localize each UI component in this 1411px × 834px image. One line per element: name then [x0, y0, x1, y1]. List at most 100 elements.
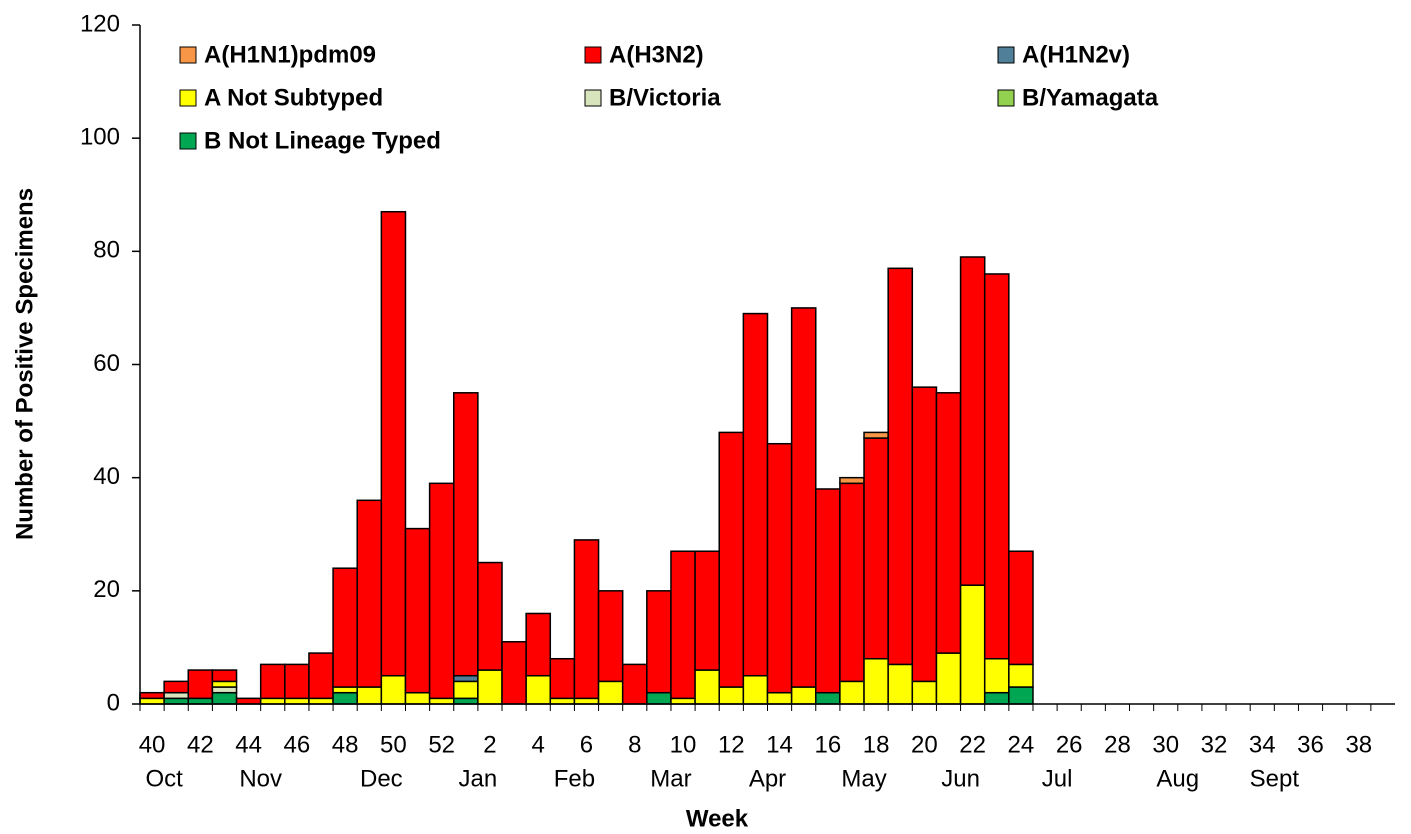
- legend-swatch: [997, 46, 1015, 64]
- bar-segment: [839, 482, 865, 683]
- y-tick-label: 0: [107, 689, 120, 716]
- bar-segment: [694, 550, 720, 671]
- bar-segment: [453, 392, 479, 677]
- bar-segment: [1008, 686, 1034, 705]
- bar-segment: [766, 442, 793, 694]
- legend-label: A(H3N2): [609, 41, 704, 68]
- bar-segment: [163, 697, 190, 705]
- legend-swatch: [179, 89, 197, 107]
- bar-segment: [1008, 663, 1034, 688]
- x-tick-label: 24: [1008, 731, 1035, 758]
- bar-segment: [380, 210, 407, 677]
- bar-segment: [887, 267, 914, 666]
- month-label: Aug: [1156, 765, 1199, 792]
- y-tick-label: 100: [80, 124, 120, 151]
- bar-segment: [187, 669, 214, 700]
- bar-segment: [501, 641, 527, 705]
- bar-segment: [356, 686, 383, 705]
- bar-segment: [453, 680, 479, 700]
- bar-segment: [790, 307, 817, 688]
- bar-segment: [211, 691, 238, 705]
- legend-swatch: [997, 89, 1015, 107]
- x-tick-label: 8: [628, 731, 641, 758]
- x-tick-label: 32: [1201, 731, 1228, 758]
- bar-segment: [839, 680, 865, 705]
- x-tick-label: 22: [959, 731, 986, 758]
- bar-segment: [211, 686, 238, 694]
- bar-segment: [790, 686, 817, 705]
- bar-segment: [477, 561, 503, 671]
- x-tick-label: 46: [284, 731, 311, 758]
- bar-segment: [404, 691, 431, 705]
- bar-segment: [815, 691, 841, 705]
- bar-segment: [211, 669, 238, 683]
- legend-swatch: [584, 46, 602, 64]
- x-tick-label: 30: [1152, 731, 1179, 758]
- x-tick-label: 52: [428, 731, 455, 758]
- x-tick-label: 10: [670, 731, 697, 758]
- month-label: Jan: [459, 765, 498, 792]
- bar-segment: [163, 691, 190, 700]
- bar-segment: [742, 312, 769, 677]
- bar-segment: [477, 669, 503, 705]
- legend-swatch: [179, 132, 197, 150]
- x-tick-label: 12: [718, 731, 745, 758]
- bar-segment: [863, 431, 889, 439]
- bar-segment: [646, 590, 672, 694]
- bar-segment: [356, 499, 383, 688]
- y-axis-title: Number of Positive Specimens: [11, 188, 38, 540]
- x-axis-title: Week: [686, 805, 749, 832]
- bar-segment: [549, 697, 576, 705]
- bar-segment: [453, 697, 479, 705]
- month-label: Nov: [239, 765, 282, 792]
- x-tick-label: 50: [380, 731, 407, 758]
- bar-segment: [525, 612, 552, 677]
- bar-segment: [959, 256, 986, 586]
- x-tick-label: 42: [187, 731, 214, 758]
- month-label: May: [841, 765, 886, 792]
- bar-segment: [139, 697, 165, 705]
- bar-segment: [911, 680, 938, 705]
- x-tick-label: 16: [814, 731, 841, 758]
- legend-label: A(H1N1)pdm09: [204, 41, 376, 68]
- bar-segment: [863, 437, 889, 660]
- bar-segment: [839, 476, 865, 485]
- bar-segment: [259, 663, 286, 700]
- month-label: Dec: [360, 765, 403, 792]
- legend-label: A Not Subtyped: [204, 84, 383, 111]
- bar-segment: [718, 431, 745, 688]
- bar-segment: [573, 697, 600, 705]
- month-label: Jun: [941, 765, 980, 792]
- x-tick-label: 28: [1104, 731, 1131, 758]
- bar-segment: [959, 584, 986, 705]
- legend-label: B/Yamagata: [1022, 84, 1159, 111]
- month-label: Feb: [554, 765, 595, 792]
- bar-segment: [935, 392, 962, 654]
- legend-label: B/Victoria: [609, 84, 721, 111]
- x-tick-label: 40: [139, 731, 166, 758]
- x-tick-label: 26: [1056, 731, 1083, 758]
- month-label: Apr: [749, 765, 786, 792]
- bar-segment: [935, 652, 962, 705]
- bar-segment: [670, 550, 696, 700]
- bar-segment: [887, 663, 914, 705]
- y-tick-label: 20: [93, 576, 120, 603]
- bar-segment: [163, 680, 190, 694]
- bar-segment: [332, 567, 358, 688]
- bar-segment: [863, 657, 889, 705]
- bar-segment: [308, 697, 334, 705]
- x-tick-label: 34: [1249, 731, 1276, 758]
- bar-segment: [404, 527, 431, 694]
- month-label: Oct: [145, 765, 183, 792]
- bar-segment: [742, 674, 769, 705]
- bar-segment: [428, 482, 455, 700]
- bar-segment: [597, 680, 624, 705]
- legend-swatch: [179, 46, 197, 64]
- y-tick-label: 60: [93, 350, 120, 377]
- x-tick-label: 6: [580, 731, 593, 758]
- bar-segment: [694, 669, 720, 705]
- y-tick-label: 80: [93, 237, 120, 264]
- bar-segment: [718, 686, 745, 705]
- bar-segment: [766, 691, 793, 705]
